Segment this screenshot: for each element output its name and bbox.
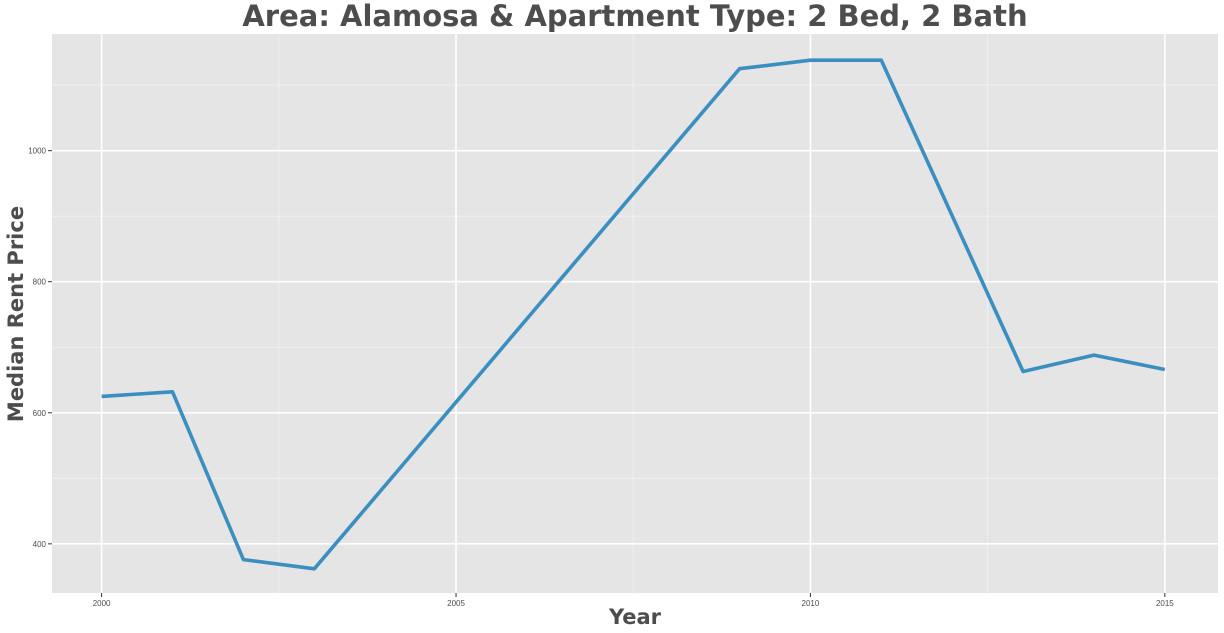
x-tick-label: 2005 — [447, 599, 465, 608]
y-tick-label: 1000 — [28, 147, 46, 156]
x-tick-label: 2015 — [1156, 599, 1174, 608]
series-layer — [101, 58, 1166, 571]
chart-title: Area: Alamosa & Apartment Type: 2 Bed, 2… — [242, 0, 1028, 33]
y-tick-label: 400 — [33, 540, 47, 549]
minor-gridlines — [52, 34, 1218, 593]
tick-labels: 2000 2005 2010 2015 400 600 800 1000 — [28, 147, 1174, 608]
series-line — [101, 58, 1166, 571]
y-tick-label: 800 — [33, 278, 47, 287]
x-tick-label: 2000 — [93, 599, 111, 608]
x-tick-label: 2010 — [802, 599, 820, 608]
axis-ticks — [48, 150, 1166, 597]
y-tick-label: 600 — [33, 409, 47, 418]
x-axis-label: Year — [608, 605, 662, 629]
major-gridlines — [52, 34, 1218, 593]
plot-panel — [52, 34, 1218, 593]
